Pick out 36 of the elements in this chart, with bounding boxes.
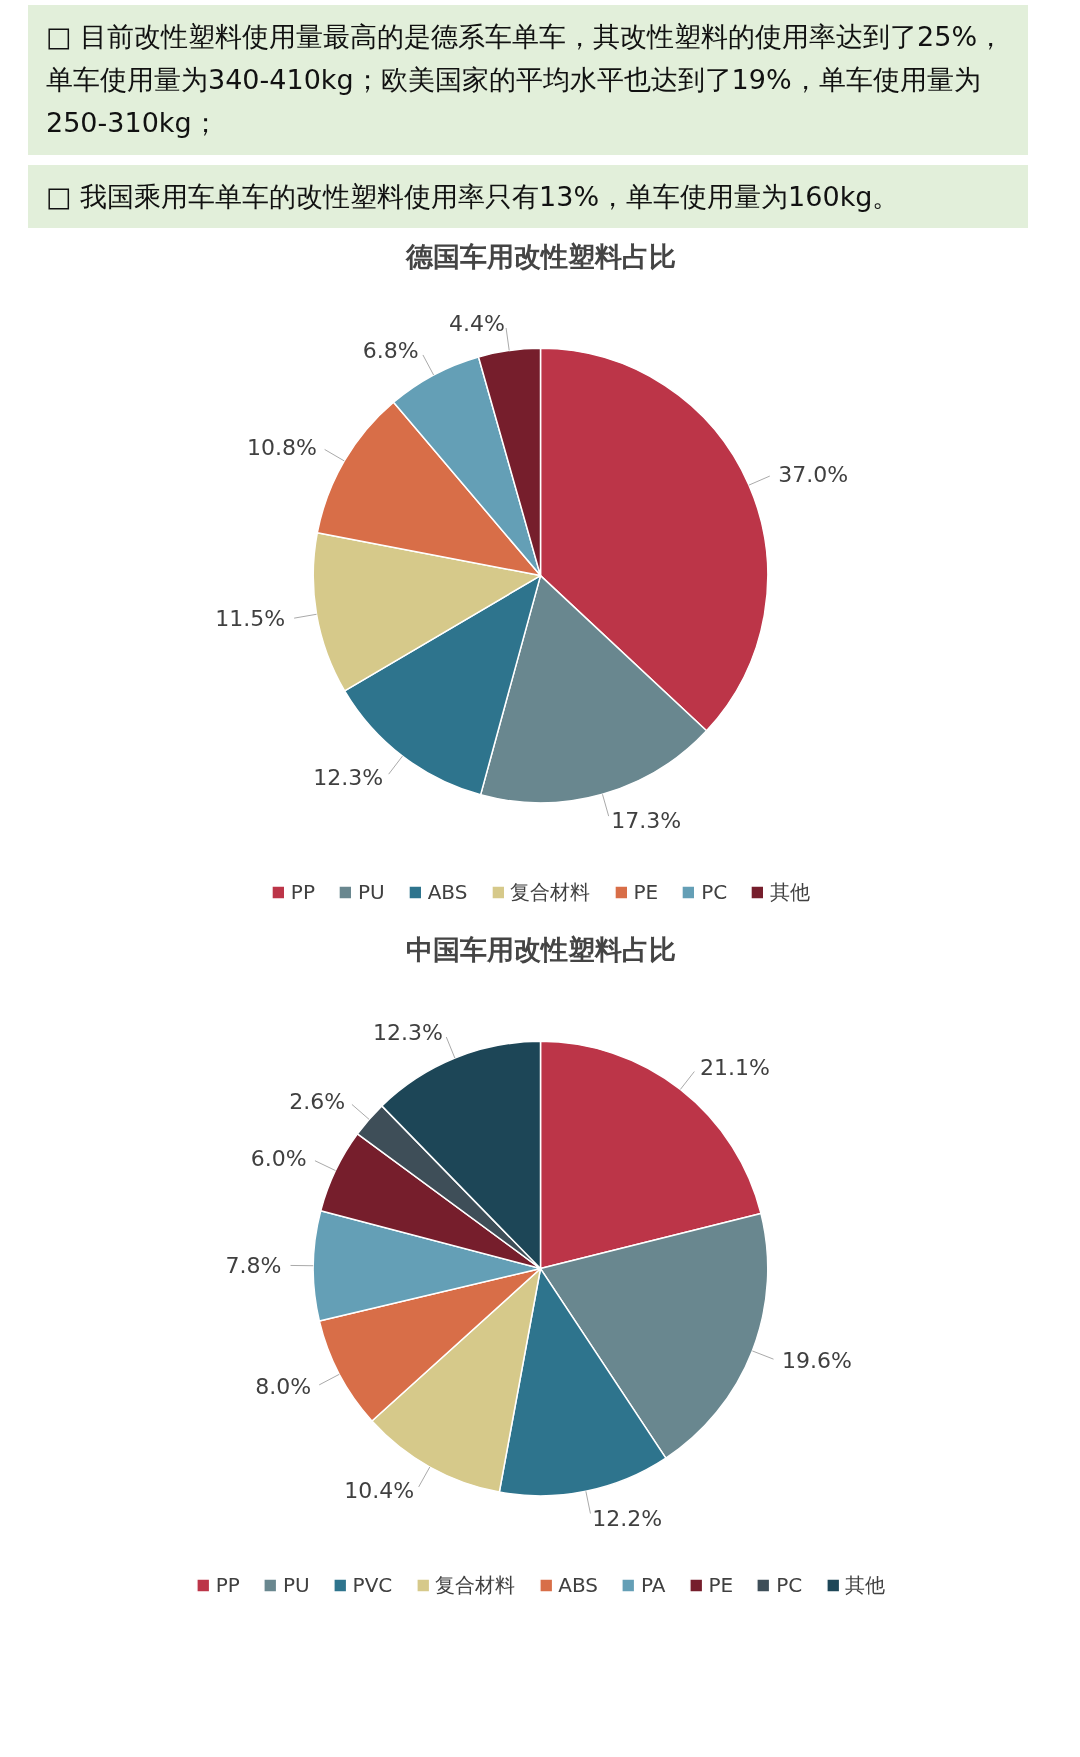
data-label: 12.3% xyxy=(313,765,384,791)
data-label: 6.8% xyxy=(362,338,419,364)
legend-label: ABS xyxy=(558,1573,599,1598)
data-label: 37.0% xyxy=(778,461,849,487)
legend-label: ABS xyxy=(427,880,468,905)
data-label: 21.1% xyxy=(699,1055,770,1081)
data-label: 10.8% xyxy=(246,434,317,460)
data-label: 19.6% xyxy=(781,1348,852,1374)
text: □ 目前改性塑料使用量最高的是德系车单车，其改性塑料的使用率达到了25%，单车使用量为340-410kg；欧美国家的平均水平也达到了19%，单车使用量为250-310kg； xyxy=(46,20,1006,141)
legend-label: PC xyxy=(776,1573,803,1598)
chart-title: 中国车用改性塑料占比 xyxy=(405,933,676,965)
data-label: 4.4% xyxy=(448,310,505,336)
legend-label: 复合材料 xyxy=(435,1571,516,1599)
legend-label: PE xyxy=(708,1573,734,1598)
data-label: 6.0% xyxy=(250,1146,307,1172)
data-label: 10.4% xyxy=(344,1478,415,1504)
data-label: 7.8% xyxy=(225,1252,282,1278)
legend-label: PP xyxy=(290,880,315,905)
data-label: 11.5% xyxy=(215,606,286,632)
legend-label: PA xyxy=(641,1573,666,1598)
legend-label: 其他 xyxy=(770,878,811,906)
text: □ 我国乘用车单车的改性塑料使用率只有13%，单车使用量为160kg。 xyxy=(46,179,900,214)
legend-label: 复合材料 xyxy=(510,878,591,906)
data-label: 12.2% xyxy=(592,1505,663,1531)
legend-label: PU xyxy=(357,880,385,905)
data-label: 2.6% xyxy=(289,1088,346,1114)
legend-label: PP xyxy=(215,1573,240,1598)
legend-label: 其他 xyxy=(845,1571,886,1599)
legend-label: PU xyxy=(282,1573,310,1598)
legend-label: PVC xyxy=(352,1573,393,1598)
data-label: 17.3% xyxy=(611,807,682,833)
chart-title: 德国车用改性塑料占比 xyxy=(404,240,676,272)
data-label: 12.3% xyxy=(372,1020,443,1046)
data-label: 8.0% xyxy=(255,1374,312,1400)
legend-label: PE xyxy=(633,880,659,905)
legend-label: PC xyxy=(701,880,728,905)
